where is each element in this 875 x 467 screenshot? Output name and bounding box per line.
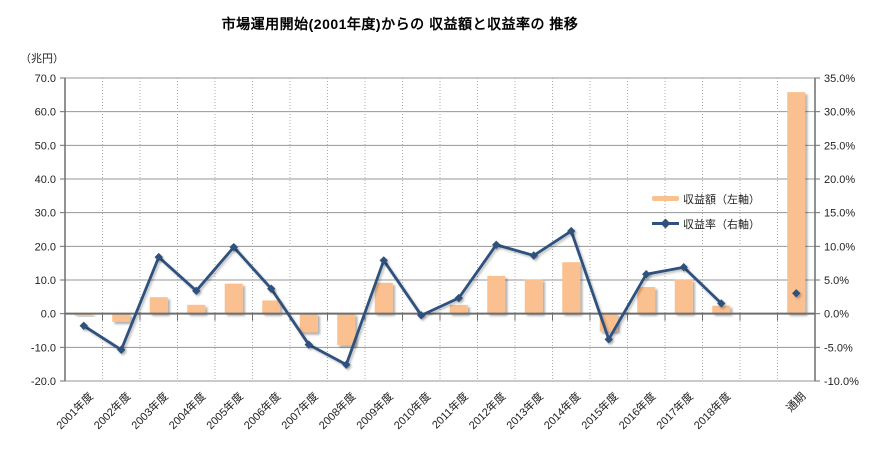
- chart-title: 市場運用開始(2001年度)からの 収益額と収益率の 推移: [221, 16, 579, 32]
- x-category-label: 2006年度: [241, 389, 284, 432]
- x-category-label: 2003年度: [128, 389, 171, 432]
- x-category-label: 2005年度: [203, 389, 246, 432]
- x-category-label: 2004年度: [166, 389, 209, 432]
- x-category-label: 2008年度: [316, 389, 359, 432]
- bar-2014年度: [562, 262, 581, 314]
- left-axis-tick-label: 30.0: [35, 208, 56, 220]
- left-axis-tick-label: 40.0: [35, 174, 56, 186]
- bar-2007年度: [299, 313, 318, 333]
- right-axis-tick-label: -10.0%: [824, 376, 859, 388]
- bar-2017年度: [674, 279, 693, 314]
- bar-2008年度: [337, 313, 356, 346]
- right-axis-tick-label: 35.0%: [824, 73, 855, 85]
- rate-marker-2008年度: [342, 360, 351, 369]
- x-category-label: 通期: [784, 390, 809, 415]
- bar-2013年度: [524, 279, 543, 314]
- left-axis-tick-label: 10.0: [35, 275, 56, 287]
- left-axis-tick-label: -20.0: [31, 376, 56, 388]
- bar-2011年度: [449, 304, 468, 314]
- left-axis-tick-label: -10.0: [31, 342, 56, 354]
- rate-marker-2007年度: [304, 340, 313, 349]
- x-category-label: 2007年度: [278, 389, 321, 432]
- bar-2002年度: [112, 313, 131, 322]
- legend-label: 収益額（左軸）: [683, 193, 760, 206]
- legend-line-swatch-icon: [652, 218, 679, 229]
- x-category-label: 2010年度: [391, 389, 434, 432]
- line-series-group: [80, 227, 801, 369]
- left-axis-tick-label: 20.0: [35, 241, 56, 253]
- rate-marker-2015年度: [604, 335, 613, 344]
- x-category-label: 2013年度: [503, 389, 546, 432]
- bar-通期: [787, 92, 806, 314]
- bar-2006年度: [262, 300, 281, 314]
- rate-marker-2005年度: [229, 242, 238, 252]
- bar-2012年度: [487, 275, 506, 314]
- rate-marker-2003年度: [154, 252, 163, 262]
- bar-2018年度: [712, 305, 731, 314]
- rate-marker-2001年度: [79, 321, 88, 330]
- rate-marker-2014年度: [567, 226, 576, 236]
- rate-marker-通期: [792, 289, 801, 298]
- left-axis-tick-label: 0.0: [41, 309, 56, 321]
- x-category-label: 2009年度: [353, 389, 396, 432]
- x-category-label: 2015年度: [578, 389, 621, 432]
- x-category-label: 2017年度: [653, 389, 696, 432]
- bar-2009年度: [374, 282, 393, 314]
- bar-series-group: [74, 92, 806, 346]
- rate-marker-2013年度: [529, 251, 538, 260]
- left-axis-unit-label: （兆円）: [20, 53, 64, 65]
- chart-legend: 収益額（左軸） 収益率（右軸）: [652, 191, 760, 241]
- x-category-label: 2014年度: [541, 389, 584, 432]
- right-axis-tick-label: 25.0%: [824, 140, 855, 152]
- axes-group: [60, 77, 820, 382]
- rate-marker-2017年度: [679, 263, 688, 272]
- x-category-label: 2016年度: [616, 389, 659, 432]
- left-axis-tick-label: 70.0: [35, 73, 56, 85]
- right-axis-tick-label: 15.0%: [824, 208, 855, 220]
- rate-marker-2002年度: [117, 345, 126, 354]
- rate-marker-2006年度: [267, 284, 276, 293]
- rate-marker-2004年度: [192, 286, 201, 296]
- left-axis-tick-label: 50.0: [35, 140, 56, 152]
- legend-item-revenue-rate: 収益率（右軸）: [652, 216, 760, 231]
- right-axis-tick-label: 20.0%: [824, 174, 855, 186]
- legend-label: 収益率（右軸）: [683, 218, 760, 231]
- x-category-label: 2011年度: [429, 389, 471, 431]
- rate-marker-2016年度: [642, 270, 651, 279]
- bar-2004年度: [187, 304, 206, 314]
- legend-bar-swatch-icon: [652, 196, 679, 201]
- x-category-label: 2002年度: [91, 389, 134, 432]
- left-axis-tick-label: 60.0: [35, 107, 56, 119]
- right-axis-tick-label: 0.0%: [824, 309, 849, 321]
- rate-marker-2009年度: [379, 256, 388, 265]
- legend-item-revenue-amount: 収益額（左軸）: [652, 191, 760, 206]
- x-category-label: 2001年度: [53, 389, 96, 432]
- right-axis-tick-label: -5.0%: [824, 342, 853, 354]
- rate-marker-2011年度: [454, 293, 463, 303]
- rate-marker-2018年度: [717, 299, 726, 308]
- bar-2005年度: [224, 283, 243, 314]
- right-axis-tick-label: 30.0%: [824, 107, 855, 119]
- axis-labels-group: 70.0 60.0 50.0 40.0 30.0 20.0 10.0 0.0 -10.0 -20.…: [31, 73, 859, 432]
- right-axis-tick-label: 10.0%: [824, 241, 855, 253]
- right-axis-tick-label: 5.0%: [824, 275, 849, 287]
- rate-marker-2010年度: [417, 311, 426, 320]
- bar-2003年度: [149, 297, 168, 314]
- x-category-label: 2012年度: [466, 389, 509, 432]
- bar-2015年度: [599, 313, 618, 332]
- rate-marker-2012年度: [492, 240, 501, 249]
- x-category-label: 2018年度: [691, 389, 734, 432]
- bar-2016年度: [637, 287, 656, 314]
